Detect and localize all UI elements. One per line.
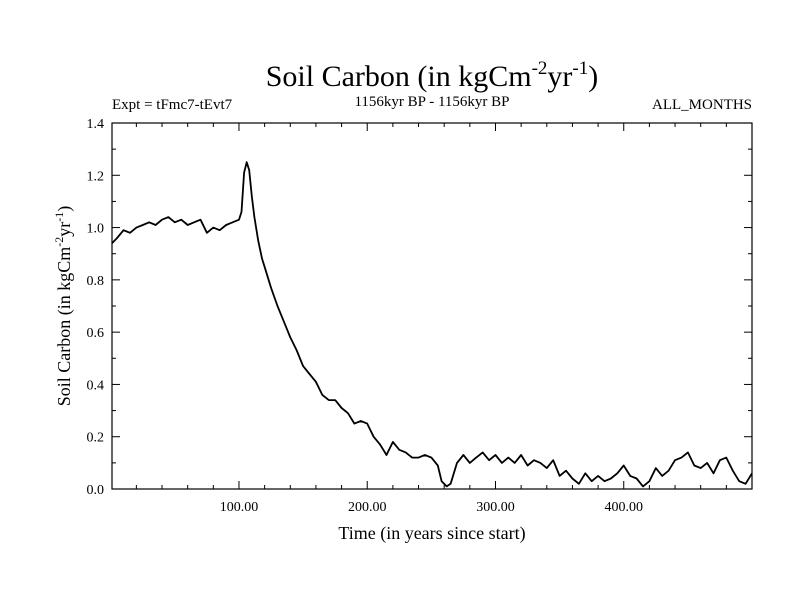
plot-frame (111, 122, 753, 490)
experiment-label: Expt = tFmc7-tEvt7 (112, 97, 233, 113)
time-range-label: 1156kyr BP - 1156kyr BP (354, 94, 509, 110)
plot-area: 0.0 0.2 0.4 0.6 0.8 1.0 1.2 1.4 100.00 200.00 300.… (87, 117, 753, 515)
x-axis-label: Time (in years since start) (338, 523, 525, 544)
y-tick-label: 0.8 (87, 274, 105, 289)
y-axis-label: Soil Carbon (in kgCm-2yr-1) (52, 206, 75, 407)
series-line-0 (111, 161, 753, 488)
y-tick-label: 1.0 (87, 222, 105, 237)
x-tick-label: 200.00 (348, 500, 387, 515)
y-tick-label: 0.2 (87, 431, 105, 446)
x-tick-label: 100.00 (220, 500, 259, 515)
months-label: ALL_MONTHS (652, 97, 752, 113)
y-tick-label: 1.2 (87, 169, 105, 184)
y-tick-label: 0.6 (87, 326, 105, 341)
chart-title: Soil Carbon (in kgCm-2yr-1) (266, 58, 599, 93)
x-tick-label: 400.00 (604, 500, 643, 515)
y-tick-label: 1.4 (87, 117, 105, 132)
y-tick-label: 0.4 (87, 378, 105, 393)
x-tick-label: 300.00 (476, 500, 515, 515)
y-tick-label: 0.0 (87, 483, 105, 498)
